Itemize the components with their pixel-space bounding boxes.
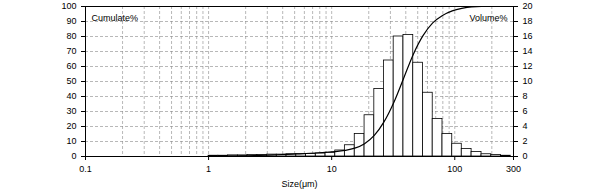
svg-text:10: 10: [523, 76, 533, 86]
svg-text:6: 6: [523, 106, 528, 116]
svg-text:2: 2: [523, 136, 528, 146]
svg-text:30: 30: [66, 106, 76, 116]
svg-text:4: 4: [523, 121, 528, 131]
svg-text:18: 18: [523, 16, 533, 26]
svg-text:20: 20: [523, 1, 533, 11]
svg-text:90: 90: [66, 16, 76, 26]
svg-text:Volume%: Volume%: [469, 13, 507, 23]
svg-text:1: 1: [206, 164, 211, 174]
svg-text:12: 12: [523, 61, 533, 71]
svg-text:0.1: 0.1: [79, 164, 92, 174]
svg-text:8: 8: [523, 91, 528, 101]
svg-text:40: 40: [66, 91, 76, 101]
svg-text:70: 70: [66, 46, 76, 56]
svg-text:10: 10: [327, 164, 337, 174]
svg-text:Cumulate%: Cumulate%: [92, 13, 139, 23]
svg-text:100: 100: [61, 1, 76, 11]
svg-text:14: 14: [523, 46, 533, 56]
svg-text:16: 16: [523, 31, 533, 41]
svg-text:100: 100: [447, 164, 462, 174]
svg-text:0: 0: [523, 151, 528, 161]
svg-text:20: 20: [66, 121, 76, 131]
svg-text:50: 50: [66, 76, 76, 86]
svg-text:0: 0: [71, 151, 76, 161]
svg-text:60: 60: [66, 61, 76, 71]
svg-text:300: 300: [506, 164, 521, 174]
svg-text:10: 10: [66, 136, 76, 146]
svg-text:Size(μm): Size(μm): [281, 179, 317, 189]
svg-text:80: 80: [66, 31, 76, 41]
